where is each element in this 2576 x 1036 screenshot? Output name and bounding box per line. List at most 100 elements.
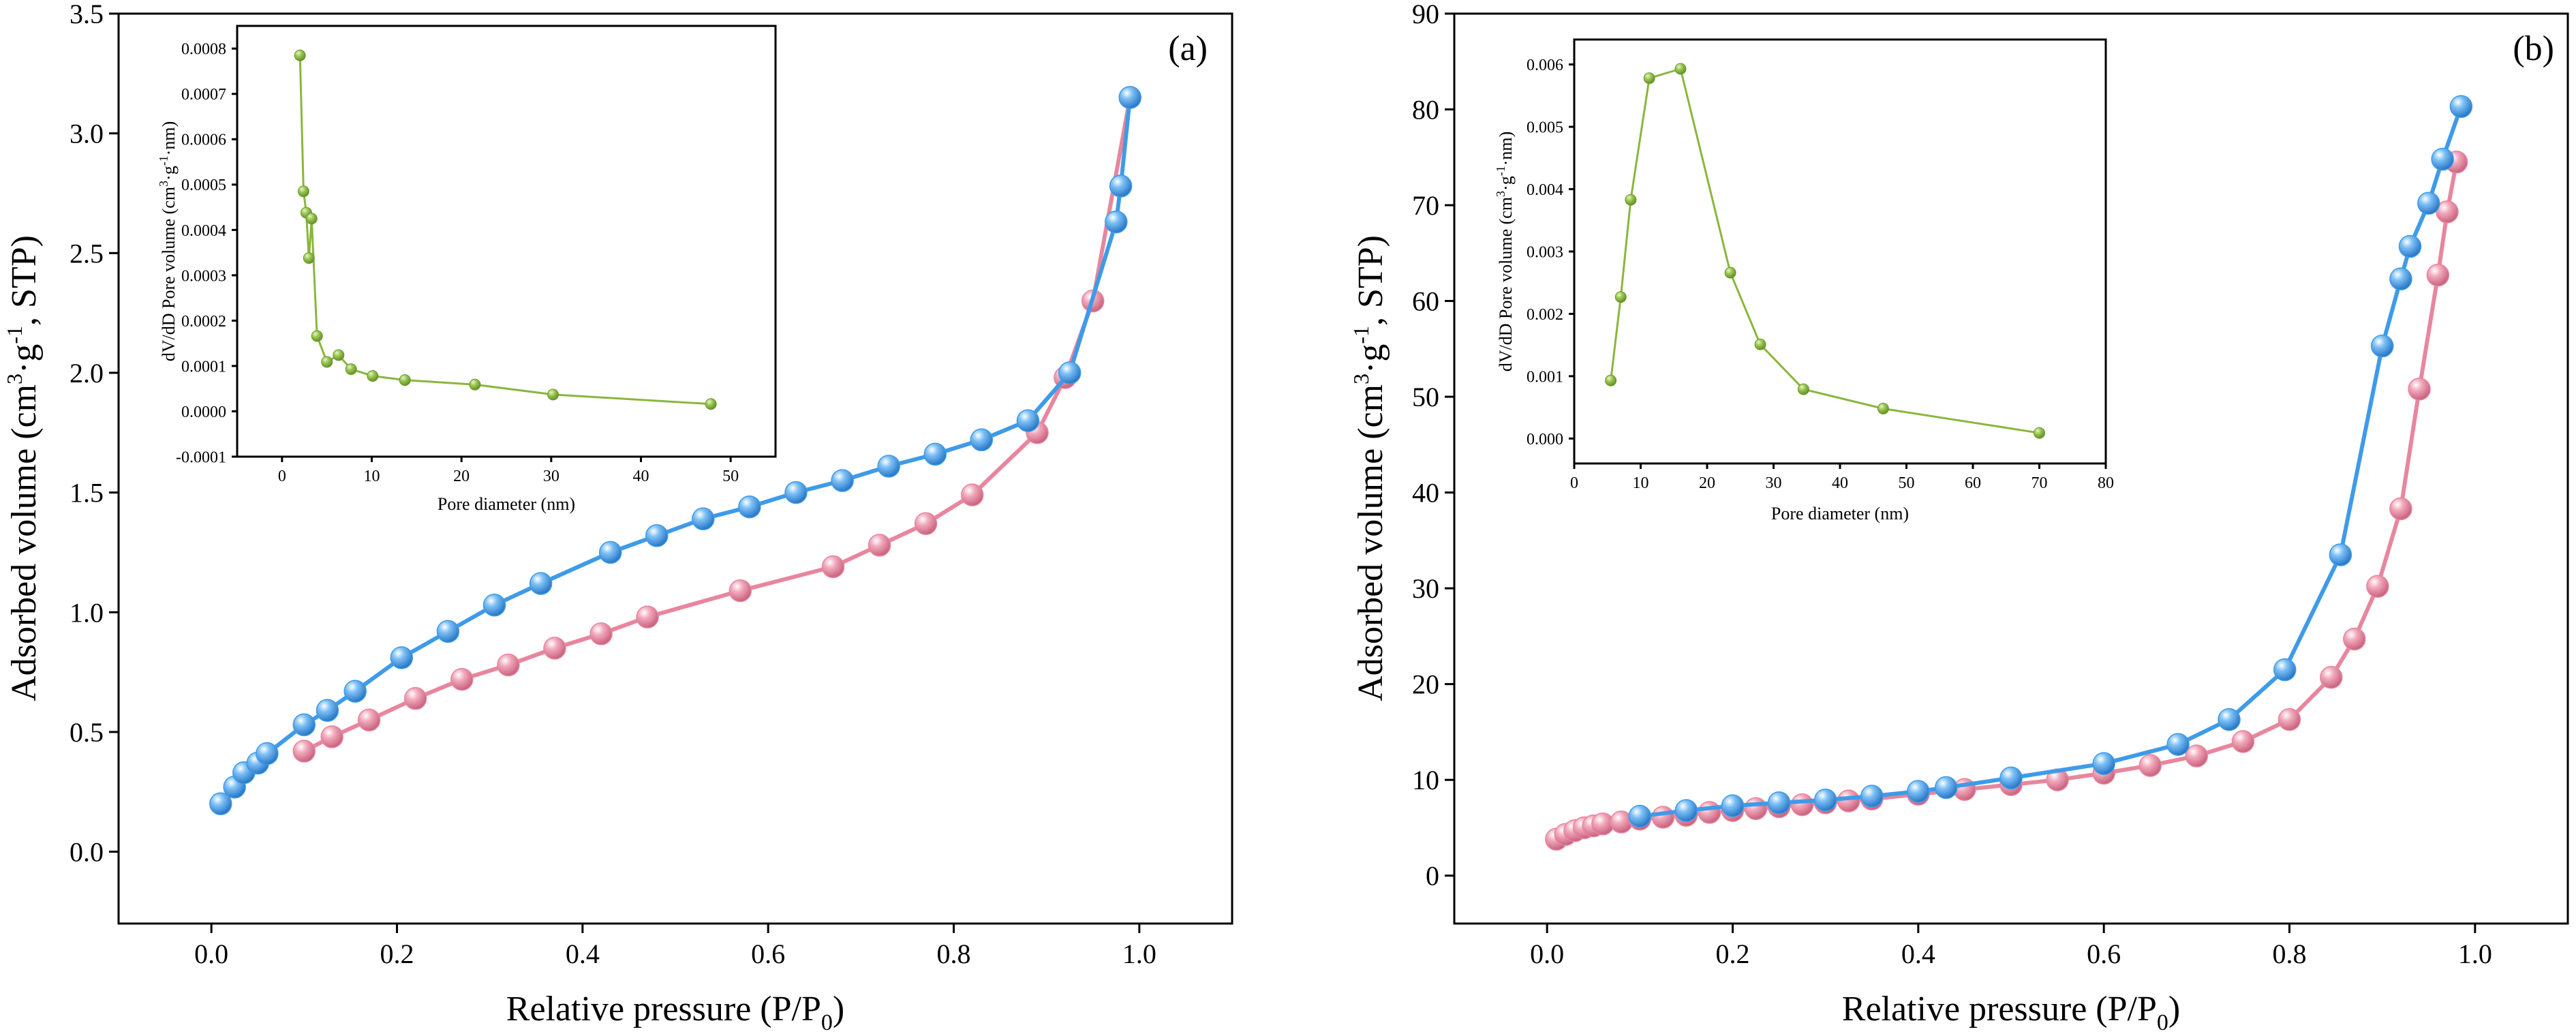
inset-x-axis-title: Pore diameter (nm): [438, 494, 575, 514]
inset-y-axis-title: dV/dD Pore volume (cm3·g-1·nm): [157, 121, 179, 362]
desorption-point: [316, 699, 339, 722]
pore-distribution-point: [321, 356, 333, 368]
adsorption-point: [2185, 744, 2209, 767]
y-tick-label: 70: [1412, 190, 1439, 221]
pore-distribution-point: [345, 363, 357, 376]
desorption-point: [2449, 95, 2473, 119]
inset-frame: [1573, 38, 2107, 465]
y-tick-label: 0.0001: [181, 358, 226, 376]
chart-panel-a: 0.0 0.2 0.4 0.6 0.8 1.0 0.0 0.5 1.0 1.5 2.0 2.5 3.0…: [2, 0, 1233, 1035]
inset-pore-distribution-a: 0 10 20 30 40 50 -0.0001 0.0000 0.0001 0.0002 0.0…: [157, 25, 777, 514]
adsorption-point: [1837, 789, 1860, 812]
pore-distribution-point: [2034, 427, 2045, 439]
desorption-point: [1105, 210, 1128, 234]
x-tick-label: 10: [364, 468, 380, 485]
adsorption-point: [636, 605, 659, 629]
x-tick-label: 50: [1899, 474, 1915, 492]
inset-x-axis-ticks: 0 10 20 30 40 50 60 70 80: [1570, 463, 2114, 492]
adsorption-point: [2436, 200, 2459, 224]
adsorption-point: [2426, 263, 2450, 287]
desorption-point: [784, 481, 808, 504]
x-tick-label: 70: [2031, 474, 2048, 492]
y-tick-label: 0.0007: [181, 86, 226, 104]
desorption-point: [1628, 804, 1652, 828]
desorption-point: [529, 572, 553, 595]
y-tick-label: 50: [1412, 382, 1439, 412]
x-tick-label: 0.8: [937, 939, 971, 969]
adsorption-point: [2366, 575, 2389, 598]
desorption-line: [1639, 106, 2464, 819]
axes-frame: [1453, 12, 2569, 925]
adsorption-point: [729, 579, 752, 603]
pore-distribution-point: [305, 213, 318, 225]
desorption-point: [482, 594, 506, 617]
y-tick-label: 80: [1412, 95, 1439, 125]
pore-distribution-point: [303, 252, 315, 264]
series-layer: [209, 86, 1141, 816]
desorption-point: [645, 524, 669, 547]
desorption-point: [2417, 192, 2440, 215]
x-axis-title: Relative pressure (P/P0): [506, 990, 844, 1035]
desorption-point: [2389, 267, 2412, 291]
panel-label: (b): [2513, 29, 2554, 68]
y-tick-label: 3.0: [70, 119, 104, 149]
adsorption-point: [914, 512, 938, 536]
pore-distribution-point: [469, 378, 481, 391]
adsorption-point: [2138, 754, 2162, 777]
y-tick-label: 60: [1412, 286, 1439, 317]
pore-distribution-point: [367, 370, 379, 382]
x-tick-label: 50: [722, 468, 739, 485]
desorption-point: [923, 442, 947, 466]
y-tick-label: 2.5: [70, 238, 104, 269]
x-tick-label: 1.0: [2458, 939, 2492, 969]
inset-frame: [236, 25, 777, 458]
y-tick-label: 0.0002: [181, 313, 226, 331]
y-axis-ticks: 0.0 0.5 1.0 1.5 2.0 2.5 3.0 3.5: [70, 0, 119, 868]
desorption-point: [436, 620, 460, 643]
y-tick-label: 3.5: [70, 0, 104, 29]
desorption-point: [2329, 543, 2352, 566]
x-tick-label: 0.0: [194, 939, 228, 969]
adsorption-point: [1698, 801, 1721, 824]
y-tick-label: 0.0006: [181, 132, 226, 149]
desorption-point: [2431, 147, 2454, 171]
inset-x-axis-ticks: 0 10 20 30 40 50: [278, 457, 739, 485]
desorption-point: [1016, 409, 1040, 432]
desorption-point: [1934, 776, 1958, 799]
desorption-point: [2370, 334, 2394, 358]
x-tick-label: 60: [1965, 474, 1981, 492]
pore-distribution-point: [333, 349, 345, 361]
x-tick-label: 40: [633, 468, 649, 485]
x-axis-ticks: 0.0 0.2 0.4 0.6 0.8 1.0: [194, 924, 1156, 969]
y-tick-label: 0.006: [1527, 57, 1563, 74]
adsorption-point: [2320, 666, 2343, 689]
y-tick-label: 0.0004: [181, 222, 226, 240]
x-tick-label: 30: [1766, 474, 1782, 492]
axes-frame: [117, 12, 1233, 925]
y-tick-label: 0.0005: [181, 177, 226, 194]
y-tick-label: 1.0: [70, 597, 104, 628]
inset-y-axis-ticks: 0.000 0.001 0.002 0.003 0.004 0.005 0.006: [1527, 57, 1574, 448]
y-tick-label: 0.0008: [181, 41, 226, 59]
x-tick-label: 80: [2098, 474, 2114, 492]
y-tick-label: 1.5: [70, 478, 104, 508]
inset-series-layer: [1605, 63, 2045, 439]
desorption-point: [831, 469, 854, 492]
inset-y-axis-ticks: -0.0001 0.0000 0.0001 0.0002 0.0003 0.0004 0.0…: [176, 41, 237, 466]
adsorption-point: [320, 725, 343, 748]
desorption-point: [598, 540, 622, 564]
pore-distribution-point: [1614, 291, 1627, 303]
desorption-point: [2398, 234, 2422, 258]
y-tick-label: 0.000: [1527, 431, 1563, 448]
desorption-point: [1767, 791, 1791, 814]
adsorption-point: [292, 740, 316, 763]
y-tick-label: 0.0: [70, 837, 104, 868]
adsorption-point: [589, 622, 613, 645]
desorption-point: [692, 507, 715, 531]
x-tick-label: 0: [278, 468, 286, 485]
y-tick-label: 0.002: [1527, 306, 1563, 324]
y-tick-label: 0: [1426, 861, 1439, 892]
adsorption-point: [357, 708, 381, 732]
y-tick-label: 0.0003: [181, 267, 226, 285]
desorption-point: [1860, 784, 1884, 808]
